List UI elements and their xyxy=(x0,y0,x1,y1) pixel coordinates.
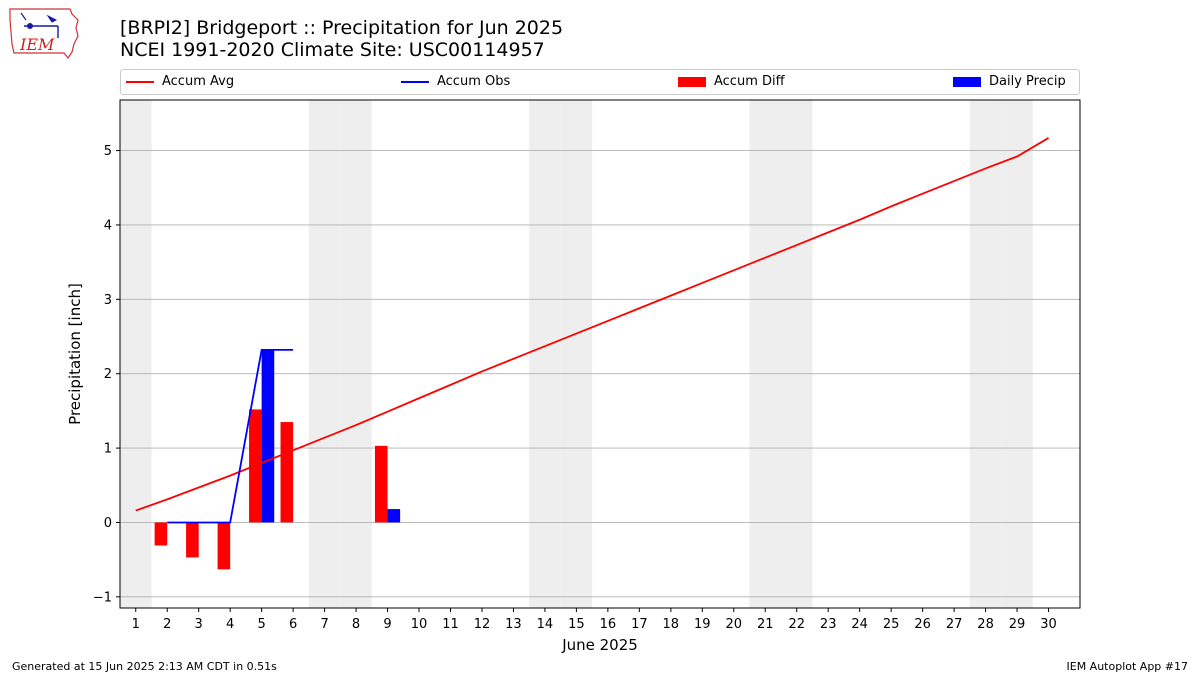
weekend-shade-day-29 xyxy=(1001,100,1033,608)
x-tick-label-17: 17 xyxy=(631,617,648,632)
accum-diff-bar-day-9 xyxy=(374,445,388,523)
accum-avg-line xyxy=(135,137,1049,512)
title-line-2: NCEI 1991-2020 Climate Site: USC00114957 xyxy=(120,39,545,61)
weekend-shade-day-7 xyxy=(308,100,341,608)
x-tick-label-12: 12 xyxy=(474,617,491,632)
weekend-shade-day-21 xyxy=(749,100,781,608)
x-tick-label-4: 4 xyxy=(226,617,234,632)
weekend-shade-day-22 xyxy=(780,100,813,608)
legend-label-accum-obs: Accum Obs xyxy=(437,74,511,89)
y-tick-label-2: 2 xyxy=(104,367,112,382)
legend-item-accum-obs: Accum Obs xyxy=(401,74,601,90)
accum-diff-bar-day-6 xyxy=(280,422,294,523)
legend-item-accum-avg: Accum Avg xyxy=(126,74,326,90)
legend-label-accum-diff: Accum Diff xyxy=(714,74,785,89)
legend-item-accum-diff: Accum Diff xyxy=(678,74,878,90)
x-tick-label-22: 22 xyxy=(788,617,805,632)
x-tick-label-14: 14 xyxy=(537,617,554,632)
x-tick-label-24: 24 xyxy=(851,617,868,632)
title-line-1: [BRPI2] Bridgeport :: Precipitation for … xyxy=(120,17,564,39)
logo-text: IEM xyxy=(19,35,55,54)
x-tick-label-25: 25 xyxy=(883,617,900,632)
daily-precip-bar-day-9 xyxy=(387,509,401,523)
x-tick-label-10: 10 xyxy=(411,617,428,632)
x-tick-label-27: 27 xyxy=(946,617,963,632)
x-tick-label-7: 7 xyxy=(320,617,328,632)
chart-legend: Accum Avg Accum Obs Accum Diff Daily Pre… xyxy=(120,69,1080,95)
weekend-shade-day-15 xyxy=(560,100,593,608)
iem-logo: IEM xyxy=(9,8,79,60)
footer-generated: Generated at 15 Jun 2025 2:13 AM CDT in … xyxy=(12,660,277,673)
x-tick-label-1: 1 xyxy=(132,617,140,632)
x-tick-label-19: 19 xyxy=(694,617,711,632)
x-tick-label-21: 21 xyxy=(757,617,774,632)
x-tick-label-11: 11 xyxy=(442,617,459,632)
x-axis-label: June 2025 xyxy=(561,636,638,654)
legend-swatch-daily-precip xyxy=(953,77,981,87)
y-tick-label--1: −1 xyxy=(93,590,112,605)
y-tick-label-0: 0 xyxy=(104,516,112,531)
legend-label-accum-avg: Accum Avg xyxy=(162,74,235,89)
weekend-shade-day-28 xyxy=(969,100,1002,608)
x-tick-label-6: 6 xyxy=(289,617,297,632)
x-tick-label-3: 3 xyxy=(195,617,203,632)
x-tick-label-13: 13 xyxy=(505,617,522,632)
accum-diff-bar-day-2 xyxy=(154,522,168,546)
plot-frame xyxy=(119,99,1081,609)
legend-swatch-accum-obs xyxy=(401,81,429,83)
weekend-shade-day-1 xyxy=(120,100,152,608)
x-tick-label-20: 20 xyxy=(725,617,742,632)
weather-station-icon xyxy=(20,12,59,38)
chart-title: [BRPI2] Bridgeport :: Precipitation for … xyxy=(120,17,563,61)
legend-swatch-accum-avg xyxy=(126,81,154,83)
y-tick-label-3: 3 xyxy=(104,293,112,308)
x-tick-label-30: 30 xyxy=(1040,617,1057,632)
legend-swatch-accum-diff xyxy=(678,77,706,87)
x-tick-label-9: 9 xyxy=(383,617,391,632)
accum-obs-line xyxy=(167,349,294,524)
accum-diff-bar-day-3 xyxy=(186,522,199,558)
y-axis-label: Precipitation [inch] xyxy=(66,283,84,425)
iowa-state-outline xyxy=(9,8,79,60)
x-tick-label-29: 29 xyxy=(1009,617,1026,632)
daily-precip-bar-day-5 xyxy=(261,349,275,523)
legend-item-daily-precip: Daily Precip xyxy=(953,74,1073,90)
y-tick-label-1: 1 xyxy=(104,442,112,457)
x-tick-label-2: 2 xyxy=(163,617,171,632)
x-tick-label-16: 16 xyxy=(600,617,617,632)
x-tick-label-18: 18 xyxy=(663,617,680,632)
accum-diff-bar-day-4 xyxy=(217,522,231,570)
footer-app-id: IEM Autoplot App #17 xyxy=(1066,660,1189,673)
weekend-shade-day-8 xyxy=(340,100,372,608)
legend-label-daily-precip: Daily Precip xyxy=(989,74,1066,89)
x-tick-label-26: 26 xyxy=(914,617,931,632)
weekend-shade-day-14 xyxy=(529,100,561,608)
x-tick-label-23: 23 xyxy=(820,617,837,632)
x-tick-label-8: 8 xyxy=(352,617,360,632)
y-tick-label-4: 4 xyxy=(104,218,112,233)
x-tick-label-28: 28 xyxy=(977,617,994,632)
x-tick-label-15: 15 xyxy=(568,617,585,632)
y-tick-label-5: 5 xyxy=(104,144,112,159)
x-tick-label-5: 5 xyxy=(257,617,265,632)
